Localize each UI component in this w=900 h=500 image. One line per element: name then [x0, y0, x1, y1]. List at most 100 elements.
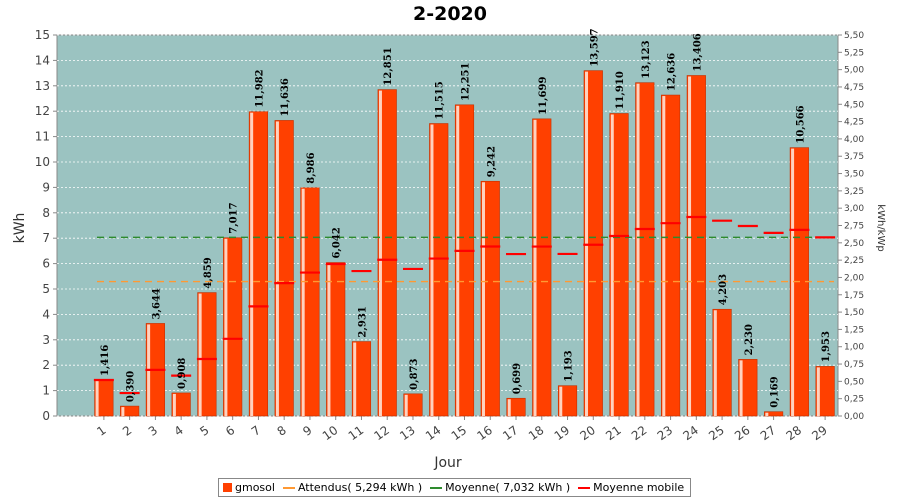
bar-value-label: 11,699 [538, 77, 549, 115]
legend-swatch-gmosol [223, 483, 232, 492]
y-tick-label: 8 [42, 206, 50, 220]
bar [660, 94, 681, 417]
bar-highlight [533, 119, 537, 416]
x-tick-label: 3 [146, 423, 160, 439]
y-tick-label: 10 [35, 155, 50, 169]
y2-tick-label: 2,75 [844, 222, 864, 232]
legend-label-gmosol: gmosol [235, 481, 275, 494]
bar-highlight [456, 105, 460, 417]
y-tick-label: 12 [35, 104, 50, 118]
bar-value-label: 8,986 [306, 152, 317, 183]
x-tick-label: 22 [629, 423, 650, 443]
y2-tick-label: 4,00 [844, 135, 864, 145]
bar-value-label: 3,644 [151, 288, 162, 319]
bar-highlight [353, 342, 357, 416]
x-tick-label: 6 [223, 423, 237, 439]
y-tick-label: 2 [42, 358, 50, 372]
bar-value-label: 10,566 [795, 105, 806, 143]
y-tick-label: 11 [35, 130, 50, 144]
y2-tick-label: 2,50 [844, 239, 864, 249]
legend-item-attendus: Attendus( 5,294 kWh ) [282, 481, 423, 494]
bar-value-label: 4,203 [718, 274, 729, 305]
x-axis-label: Jour [433, 455, 462, 471]
bar-highlight [404, 394, 408, 416]
bar-value-label: 7,017 [229, 202, 240, 233]
x-tick-label: 27 [758, 423, 779, 443]
x-tick-label: 12 [371, 423, 392, 443]
y2-tick-label: 5,00 [844, 66, 864, 76]
x-tick-label: 9 [300, 423, 314, 439]
bar-highlight [636, 83, 640, 417]
bar-highlight [198, 293, 202, 416]
bar [429, 123, 449, 417]
bars [94, 70, 835, 417]
bar-highlight [301, 188, 305, 416]
x-tick-label: 18 [526, 423, 547, 443]
bar [764, 411, 784, 417]
bar-highlight [662, 96, 666, 417]
bar-highlight [713, 310, 717, 416]
bar-highlight [275, 121, 279, 416]
x-tick-label: 25 [706, 423, 727, 443]
x-tick-label: 13 [397, 423, 418, 443]
bar [686, 75, 706, 417]
y2-tick-label: 3,25 [844, 187, 864, 197]
bar [120, 405, 140, 417]
y2-tick-label: 1,25 [844, 325, 864, 335]
y-tick-label: 6 [42, 257, 50, 271]
y-tick-label: 5 [42, 282, 50, 296]
x-tick-label: 17 [500, 423, 521, 443]
bar [274, 120, 294, 417]
legend-label-moyenne-mobile: Moyenne mobile [593, 481, 685, 494]
bar-value-label: 1,193 [564, 350, 575, 381]
y2-tick-label: 4,50 [844, 100, 864, 110]
bar [248, 111, 269, 417]
bar [532, 118, 552, 417]
x-axis-ticks: 1 2 3 4 5 6 7 8 9 10 11 12 13 14 15 16 17 18 19 20 21 22 23 24 2… [94, 416, 830, 443]
x-tick-label: 28 [784, 423, 805, 443]
bar-highlight [791, 148, 795, 416]
x-tick-label: 10 [320, 423, 341, 443]
bar-highlight [430, 124, 434, 417]
y2-axis-ticks: 0,00 0,25 0,50 0,75 1,00 1,25 1,50 1,75 2,00 2,25… [838, 31, 864, 422]
bar [300, 187, 320, 417]
bar-value-label: 1,953 [821, 331, 832, 362]
x-tick-label: 23 [655, 423, 676, 443]
bar-value-labels: 1,416 0,390 3,644 0,908 4,859 7,017 11,982 11,6… [100, 28, 832, 407]
y-tick-label: 0 [42, 409, 50, 423]
x-tick-label: 21 [603, 423, 624, 443]
y-tick-label: 14 [35, 53, 50, 67]
bar-highlight [610, 114, 614, 417]
y-axis-label: kWh [12, 213, 28, 244]
y2-axis-label: kWh/kWp [875, 204, 886, 251]
bar-value-label: 11,910 [615, 71, 626, 109]
bar-value-label: 13,597 [589, 28, 600, 66]
bar-highlight [378, 90, 382, 417]
chart-title: 2-2020 [413, 3, 487, 25]
bar [326, 262, 346, 417]
y2-tick-label: 3,00 [844, 204, 864, 214]
bar-highlight [507, 399, 511, 416]
y2-tick-label: 2,25 [844, 256, 864, 266]
bar-value-label: 12,851 [383, 47, 394, 85]
legend-label-attendus: Attendus( 5,294 kWh ) [297, 481, 423, 494]
x-tick-label: 19 [552, 423, 573, 443]
bar-highlight [816, 367, 820, 416]
legend-swatch-attendus [282, 486, 295, 489]
bar-value-label: 13,406 [692, 33, 703, 71]
y-tick-label: 9 [42, 180, 50, 194]
y2-tick-label: 4,25 [844, 118, 864, 128]
bar-highlight [688, 76, 692, 416]
y2-tick-label: 1,00 [844, 343, 864, 353]
y2-tick-label: 0,75 [844, 360, 864, 370]
bar-value-label: 9,242 [486, 146, 497, 177]
y-tick-label: 3 [42, 333, 50, 347]
bar-highlight [224, 238, 228, 416]
bar [480, 180, 500, 417]
bar [609, 113, 629, 417]
x-tick-label: 16 [474, 423, 495, 443]
bar-value-label: 2,931 [357, 306, 368, 337]
bar-highlight [481, 182, 485, 416]
legend: gmosol Attendus( 5,294 kWh ) Moyenne( 7,… [218, 478, 692, 497]
y2-tick-label: 1,50 [844, 308, 864, 318]
